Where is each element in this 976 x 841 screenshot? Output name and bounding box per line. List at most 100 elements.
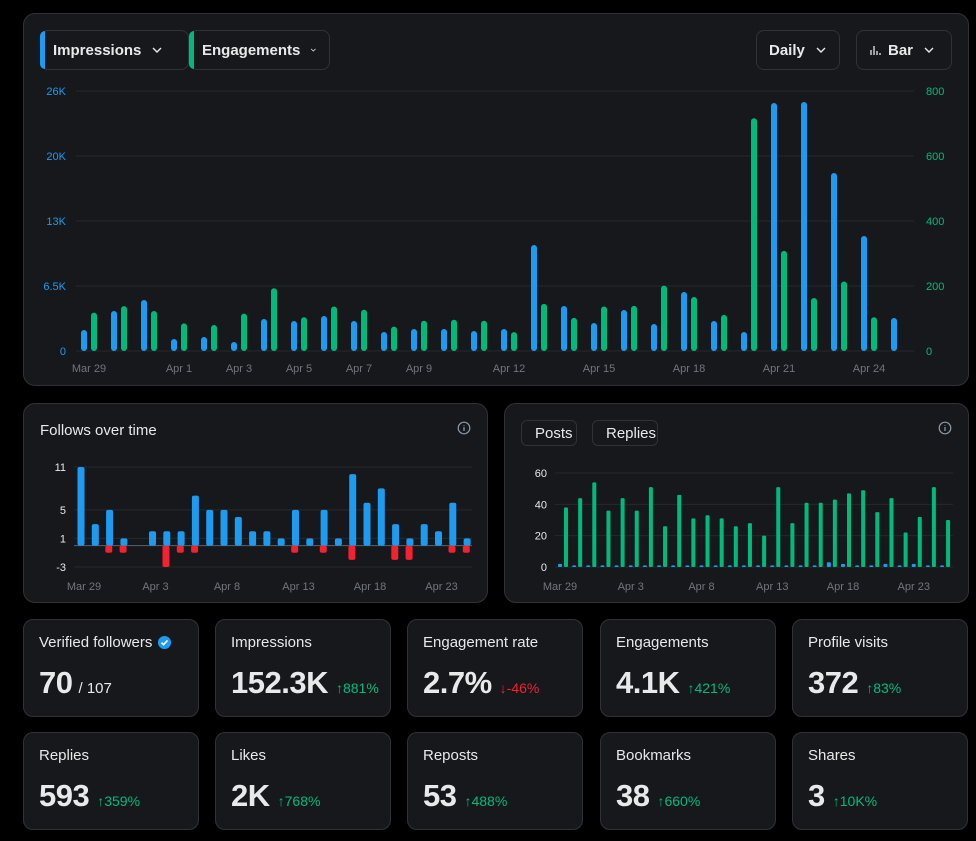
follows-bar	[277, 538, 285, 546]
follows-bar	[377, 488, 385, 546]
x-axis-tick: Mar 29	[67, 581, 101, 593]
x-axis-tick: Apr 12	[493, 363, 525, 375]
posts-bar	[855, 565, 860, 567]
replies-bar	[875, 512, 880, 567]
engagements-bar	[811, 298, 817, 351]
stat-value: 152.3K	[231, 665, 328, 700]
stat-label-text: Impressions	[231, 634, 312, 651]
replies-bar	[691, 518, 696, 567]
chart-type-dropdown[interactable]: Bar	[856, 30, 952, 70]
stat-card-profile-visits[interactable]: Profile visits 372 ↑83%	[792, 619, 968, 717]
stat-change: ↓-46%	[499, 680, 540, 696]
replies-bar	[889, 498, 894, 567]
impressions-bar	[741, 332, 747, 351]
engagements-bar	[511, 332, 517, 351]
posts-bar	[826, 562, 831, 567]
posts-bar	[741, 565, 746, 567]
y-axis-tick: 5	[60, 505, 66, 517]
info-icon[interactable]	[938, 421, 952, 435]
engagements-bar	[361, 309, 367, 351]
stat-card-bookmarks[interactable]: Bookmarks 38 ↑660%	[600, 732, 776, 830]
verified-badge-icon	[158, 635, 172, 650]
stat-card-engagement-rate[interactable]: Engagement rate 2.7% ↓-46%	[407, 619, 583, 717]
right-axis-tick: 200	[926, 281, 944, 293]
follows-bar	[292, 509, 299, 546]
x-axis-tick: Apr 3	[226, 363, 252, 375]
follows-bar	[392, 524, 400, 546]
right-axis-tick: 400	[926, 216, 944, 228]
stat-sub-value: / 107	[78, 680, 112, 697]
engagements-dropdown[interactable]: Engagements	[189, 30, 330, 70]
replies-bar	[804, 502, 809, 567]
follows-bar	[206, 509, 214, 546]
stat-value-row: 372 ↑83%	[808, 665, 952, 701]
chevron-down-icon	[152, 47, 162, 53]
follows-bar	[149, 531, 156, 546]
follows-bar	[263, 531, 271, 546]
y-axis-tick: -3	[56, 562, 66, 574]
stat-value-row: 70 / 107	[39, 665, 183, 701]
stat-card-verified-followers[interactable]: Verified followers 70 / 107	[23, 619, 199, 717]
x-axis-tick: Apr 9	[406, 363, 432, 375]
follows-bar	[77, 467, 85, 546]
stat-card-engagements[interactable]: Engagements 4.1K ↑421%	[600, 619, 776, 717]
stat-value-row: 38 ↑660%	[616, 778, 760, 814]
impressions-bar	[471, 331, 477, 351]
impressions-dropdown[interactable]: Impressions	[40, 30, 189, 70]
legend-posts[interactable]: Posts	[521, 420, 577, 446]
posts-bar	[671, 565, 676, 567]
follows-bar	[120, 538, 128, 546]
left-axis-tick: 20K	[46, 151, 66, 163]
posts-bar	[713, 565, 718, 567]
period-dropdown-label: Daily	[769, 41, 805, 59]
x-axis-tick: Apr 15	[583, 363, 615, 375]
legend-replies[interactable]: Replies	[592, 420, 658, 446]
engagements-dropdown-label: Engagements	[202, 41, 301, 59]
follows-bar	[191, 495, 199, 546]
stat-card-replies[interactable]: Replies 593 ↑359%	[23, 732, 199, 830]
follows-title: Follows over time	[40, 422, 157, 439]
stat-card-likes[interactable]: Likes 2K ↑768%	[215, 732, 391, 830]
replies-bar	[648, 487, 653, 567]
replies-bar	[790, 523, 795, 567]
engagements-bar	[121, 306, 127, 351]
replies-bar	[578, 498, 583, 567]
stat-change: ↑10K%	[832, 793, 878, 809]
stat-value: 38	[616, 778, 650, 813]
main-chart-panel: Impressions Engagements Daily Bar 0 6.5K 1…	[23, 13, 969, 386]
y-axis-tick: 1	[60, 533, 66, 545]
stat-card-reposts[interactable]: Reposts 53 ↑488%	[407, 732, 583, 830]
period-dropdown[interactable]: Daily	[756, 30, 840, 70]
impressions-bar	[171, 339, 177, 351]
posts-bar	[558, 563, 562, 567]
y-axis-tick: 60	[535, 468, 547, 480]
stat-value-row: 3 ↑10K%	[808, 778, 952, 814]
follows-bar	[349, 474, 357, 546]
stat-label: Reposts	[423, 747, 567, 764]
info-icon[interactable]	[457, 421, 471, 435]
engagements-bar	[451, 319, 457, 351]
stat-label: Engagements	[616, 634, 760, 651]
stat-card-shares[interactable]: Shares 3 ↑10K%	[792, 732, 968, 830]
follows-chart: -3 1 5 11 Mar 29 Apr 3 Apr 8 Apr 13 Apr 18 Apr 23	[55, 462, 472, 593]
stat-value-row: 2K ↑768%	[231, 778, 375, 814]
follows-bar	[234, 517, 242, 546]
follows-bar	[91, 524, 99, 546]
stat-value-row: 593 ↑359%	[39, 778, 183, 814]
unfollows-bar	[448, 545, 456, 553]
x-axis-tick: Mar 29	[543, 581, 577, 593]
x-axis-tick: Mar 29	[72, 363, 106, 375]
unfollows-bar	[405, 545, 413, 560]
follows-bar	[449, 502, 457, 546]
stat-card-impressions[interactable]: Impressions 152.3K ↑881%	[215, 619, 391, 717]
chevron-down-icon	[924, 47, 934, 53]
posts-bar	[869, 565, 874, 567]
x-axis-tick: Apr 23	[425, 581, 457, 593]
stat-value: 2K	[231, 778, 270, 813]
posts-bar	[897, 565, 902, 567]
impressions-color-swatch	[40, 31, 45, 69]
x-axis-tick: Apr 18	[673, 363, 705, 375]
y-axis-tick: 0	[541, 562, 547, 574]
posts-bar	[911, 563, 916, 567]
posts-bar	[756, 565, 761, 567]
